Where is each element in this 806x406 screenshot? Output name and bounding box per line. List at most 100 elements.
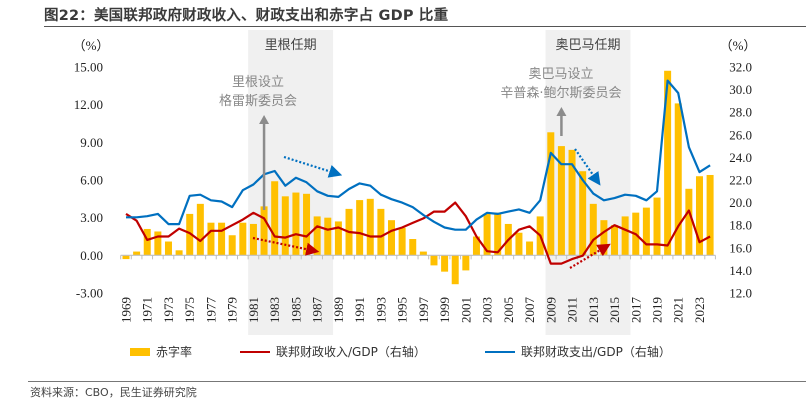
deficit-bar [589, 203, 597, 256]
x-tick-label: 2005 [501, 297, 516, 323]
annotation-text: 辛普森·鲍尔斯委员会 [500, 86, 621, 101]
left-axis-tick-label: 0.00 [80, 248, 103, 263]
deficit-bar [164, 241, 172, 256]
deficit-bar [218, 222, 226, 256]
deficit-bar [695, 176, 703, 256]
annotation-arrowhead [259, 115, 270, 124]
legend-swatch-deficit [130, 347, 150, 356]
deficit-bar [557, 146, 565, 256]
deficit-bar [122, 255, 130, 260]
deficit-bar [271, 181, 279, 256]
x-tick-label: 2007 [522, 297, 537, 324]
deficit-bar [207, 222, 215, 256]
deficit-bar [186, 213, 194, 256]
x-tick-label: 1985 [288, 297, 303, 323]
x-tick-label: 1991 [352, 297, 367, 323]
right-axis-tick-label: 28.0 [729, 105, 752, 120]
legend-item-revenue: 联邦财政收入/GDP（右轴） [240, 343, 426, 360]
left-axis-tick-label: -3.00 [76, 286, 103, 301]
figure-title: 图22：美国联邦政府财政收入、财政支出和赤字占 GDP 比重 [44, 8, 449, 24]
deficit-bar [706, 174, 714, 256]
left-axis-unit: （%） [73, 38, 110, 53]
left-axis-tick-label: 9.00 [80, 135, 103, 150]
right-axis-tick-label: 12.0 [729, 286, 752, 301]
deficit-bar [419, 251, 427, 256]
deficit-bar [334, 221, 342, 256]
deficit-bar [366, 198, 374, 256]
source-note: 资料来源：CBO，民生证券研究院 [30, 386, 197, 399]
deficit-bar [674, 103, 682, 256]
x-tick-label: 2009 [543, 297, 558, 323]
right-axis-tick-label: 30.0 [729, 82, 752, 97]
legend-item-deficit: 赤字率 [130, 343, 192, 360]
right-axis-tick-label: 26.0 [729, 127, 752, 142]
left-axis-tick-label: 6.00 [80, 173, 103, 188]
right-axis-tick-label: 24.0 [729, 150, 752, 165]
annotation-arrowhead [556, 107, 567, 116]
left-axis: （%） -3.00 0.00 3.00 6.00 9.00 12.00 15.00 [73, 38, 110, 301]
x-tick-label: 1981 [246, 297, 261, 323]
x-tick-label: 2019 [650, 297, 665, 323]
deficit-bar [175, 250, 183, 256]
deficit-bar [228, 235, 236, 256]
deficit-bar [483, 213, 491, 256]
x-tick-label: 1975 [182, 297, 197, 323]
revenue-line [125, 201, 711, 265]
deficit-bar [430, 255, 438, 266]
deficit-bar [462, 255, 470, 271]
deficit-bar [547, 132, 555, 256]
deficit-bar [600, 220, 608, 256]
deficit-bar [324, 217, 332, 256]
series-lines [125, 79, 711, 265]
shaded-period-label: 奥巴马任期 [555, 38, 620, 53]
shaded-period-label: 里根任期 [265, 38, 317, 53]
x-tick-label: 1997 [416, 297, 431, 324]
deficit-bar [249, 223, 257, 256]
deficit-bar [494, 212, 502, 256]
x-tick-label: 2017 [628, 297, 643, 324]
outlays-trend-arrow [283, 155, 343, 178]
deficit-bar [260, 206, 268, 256]
x-tick-label: 2015 [607, 297, 622, 323]
revenue-trend-arrow [252, 236, 320, 256]
x-tick-label: 1987 [310, 297, 325, 324]
right-axis-tick-label: 22.0 [729, 173, 752, 188]
deficit-bar [611, 225, 619, 256]
left-axis-tick-label: 15.00 [74, 60, 103, 75]
deficit-bar [313, 216, 321, 256]
legend-label-outlays: 联邦财政支出/GDP（右轴） [521, 345, 671, 359]
x-tick-label: 1999 [437, 297, 452, 323]
deficit-bar [303, 193, 311, 256]
chart: 里根任期 奥巴马任期 1969 1971 1973 1975 1977 1979 1981 19… [73, 30, 756, 335]
deficit-bar [515, 232, 523, 256]
right-axis-tick-label: 20.0 [729, 195, 752, 210]
x-tick-label: 2023 [692, 297, 707, 323]
deficit-bar [664, 70, 672, 256]
right-axis-tick-label: 18.0 [729, 218, 752, 233]
deficit-bar [568, 149, 576, 256]
right-axis-tick-label: 14.0 [729, 263, 752, 278]
x-tick-label: 2013 [586, 297, 601, 323]
deficit-bar [398, 227, 406, 256]
annotation-text: 奥巴马设立 [528, 67, 593, 82]
deficit-bar [642, 207, 650, 256]
deficit-bar [133, 251, 141, 256]
deficit-bar [239, 222, 247, 256]
x-tick-label: 2011 [565, 297, 580, 323]
x-tick-label: 2001 [458, 297, 473, 323]
outlays-line [126, 79, 711, 231]
deficit-bar [621, 216, 629, 256]
x-tick-label: 1995 [395, 297, 410, 323]
x-tick-label: 1977 [203, 297, 218, 324]
right-axis-tick-label: 16.0 [729, 240, 752, 255]
legend-swatch-outlays [485, 350, 515, 353]
left-axis-tick-label: 12.00 [74, 97, 103, 112]
x-tick-label: 1989 [331, 297, 346, 323]
legend-label-revenue: 联邦财政收入/GDP（右轴） [276, 345, 426, 359]
deficit-bar [196, 203, 204, 256]
annotation-text: 格雷斯委员会 [219, 93, 297, 109]
deficit-bar [388, 220, 395, 256]
deficit-bar [377, 208, 385, 256]
deficit-bar [472, 236, 480, 256]
